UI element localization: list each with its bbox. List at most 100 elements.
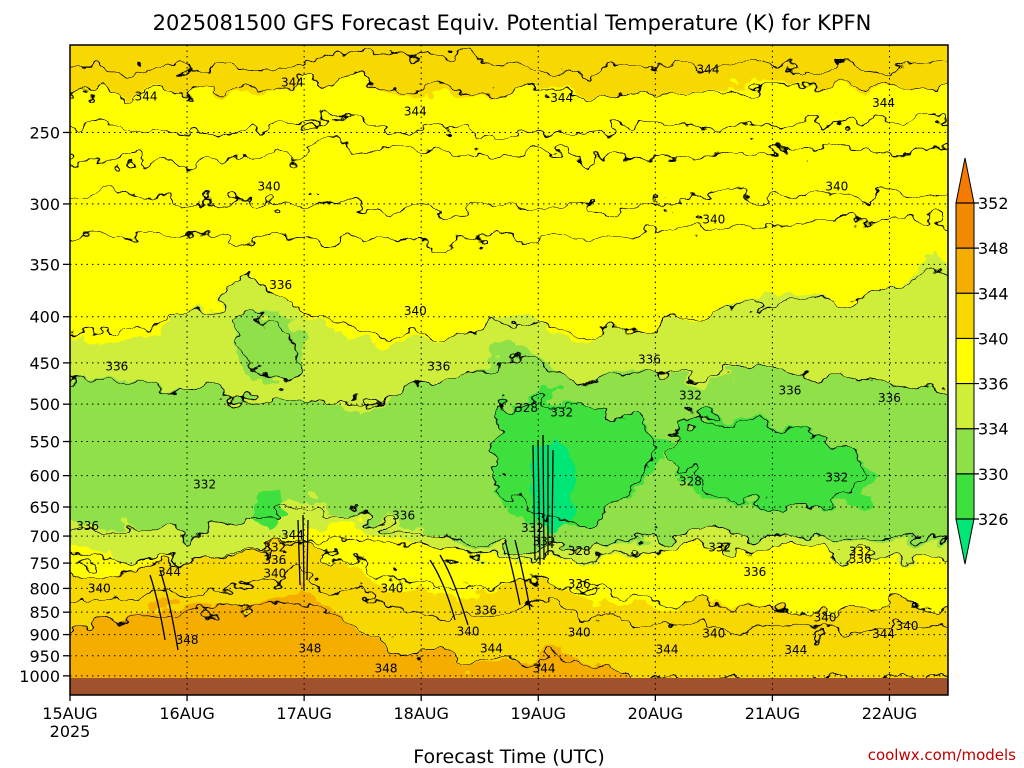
y-tick-label: 750 xyxy=(29,554,60,573)
contour-label: 344 xyxy=(697,63,720,77)
contour-label: 336 xyxy=(392,508,415,522)
contour-label: 344 xyxy=(872,627,895,641)
contour-label: 344 xyxy=(872,96,895,110)
contour-label: 344 xyxy=(158,565,181,579)
contour-label: 336 xyxy=(743,565,766,579)
band-344-upper xyxy=(70,45,948,98)
contour-label: 340 xyxy=(896,619,919,633)
colorbar-label: 348 xyxy=(978,239,1009,258)
contour-label: 340 xyxy=(263,566,286,580)
contour-label: 336 xyxy=(638,352,661,366)
colorbar: 326 330 334 336 340 344 348 352 xyxy=(955,157,1009,565)
contour-label: 348 xyxy=(176,633,199,647)
contour-label: 328 xyxy=(679,474,702,488)
chart-title: 2025081500 GFS Forecast Equiv. Potential… xyxy=(153,11,872,35)
y-tick-label: 350 xyxy=(29,255,60,274)
contour-label: 340 xyxy=(702,626,725,640)
contour-label: 344 xyxy=(550,91,573,105)
credit-label: coolwx.com/models xyxy=(868,746,1016,764)
colorbar-segment xyxy=(956,338,974,384)
contour-label: 344 xyxy=(784,643,807,657)
contour-label: 344 xyxy=(281,528,304,542)
contour-label: 336 xyxy=(427,359,450,373)
contour-label: 344 xyxy=(404,105,427,119)
contour-label: 340 xyxy=(814,611,837,625)
band-348-lower xyxy=(70,585,948,695)
y-tick-label: 600 xyxy=(29,467,60,486)
contour-label: 344 xyxy=(281,75,304,89)
band-330-west xyxy=(235,315,310,380)
y-tick-label: 950 xyxy=(29,647,60,666)
contour-label: 328 xyxy=(568,544,591,558)
colorbar-arrow-high xyxy=(955,157,975,204)
y-tick-label: 450 xyxy=(29,354,60,373)
contour-label: 340 xyxy=(88,581,111,595)
colorbar-label: 336 xyxy=(978,375,1009,394)
y-tick-label: 850 xyxy=(29,603,60,622)
contour-label: 332 xyxy=(193,478,216,492)
contour-label: 340 xyxy=(702,212,725,226)
contour-label: 348 xyxy=(375,661,398,675)
contour-label: 340 xyxy=(825,180,848,194)
x-tick-label: 16AUG xyxy=(159,704,214,723)
contour-label: 332 xyxy=(550,406,573,420)
grid xyxy=(70,45,948,695)
contour-label: 344 xyxy=(533,661,556,675)
y-tick-label: 650 xyxy=(29,498,60,517)
colorbar-label: 334 xyxy=(978,420,1009,439)
band-330-small2 xyxy=(697,460,728,492)
contour-label: 332 xyxy=(825,471,848,485)
colorbar-segment xyxy=(956,203,974,249)
y-tick-label: 500 xyxy=(29,395,60,414)
band-330-small xyxy=(255,490,285,528)
x-tick-label: 22AUG xyxy=(862,704,917,723)
contour-label: 340 xyxy=(568,625,591,639)
contour-lines xyxy=(70,50,948,684)
contour-label: 332 xyxy=(849,544,872,558)
x-axis-label: Forecast Time (UTC) xyxy=(413,746,604,768)
x-tick-label: 15AUG xyxy=(42,704,97,723)
contour-label: 348 xyxy=(299,642,322,656)
contour-label: 340 xyxy=(404,304,427,318)
contour-label: 336 xyxy=(76,519,99,533)
contour-label: 340 xyxy=(258,180,281,194)
colorbar-segment xyxy=(956,293,974,339)
contour-label: 332 xyxy=(521,521,544,535)
x-tick-label: 21AUG xyxy=(745,704,800,723)
y-tick-label: 900 xyxy=(29,626,60,645)
contour-label: 344 xyxy=(656,643,679,657)
colorbar-arrow-low xyxy=(955,518,975,565)
contour-label: 340 xyxy=(457,625,480,639)
contour-label: 336 xyxy=(269,278,292,292)
colorbar-segment xyxy=(956,248,974,294)
band-330-east xyxy=(670,415,880,510)
contour-label: 336 xyxy=(779,384,802,398)
colorbar-label: 352 xyxy=(978,194,1009,213)
x-tick-label: 19AUG xyxy=(511,704,566,723)
colorbar-segment xyxy=(956,473,974,519)
colorbar-segment xyxy=(956,428,974,474)
x-tick-label: 20AUG xyxy=(628,704,683,723)
temperature-field xyxy=(70,45,948,695)
colorbar-label: 344 xyxy=(978,284,1009,303)
x-tick-label: 17AUG xyxy=(276,704,331,723)
y-tick-label: 700 xyxy=(29,527,60,546)
colorbar-label: 340 xyxy=(978,329,1009,348)
contour-label: 340 xyxy=(380,581,403,595)
y-tick-label: 550 xyxy=(29,433,60,452)
plot-frame xyxy=(69,44,949,696)
colorbar-segment xyxy=(956,383,974,429)
contour-label: 328 xyxy=(515,401,538,415)
contour-label: 336 xyxy=(878,391,901,405)
contour-label: 332 xyxy=(263,541,286,555)
x-subtick-label: 2025 xyxy=(50,722,91,741)
x-tick-label: 18AUG xyxy=(393,704,448,723)
contour-label: 336 xyxy=(849,552,872,566)
y-tick-label: 250 xyxy=(29,123,60,142)
contour-label: 332 xyxy=(708,541,731,555)
contour-label: 336 xyxy=(105,359,128,373)
contour-label: 332 xyxy=(533,535,556,549)
y-tick-label: 300 xyxy=(29,195,60,214)
colorbar-label: 330 xyxy=(978,465,1009,484)
